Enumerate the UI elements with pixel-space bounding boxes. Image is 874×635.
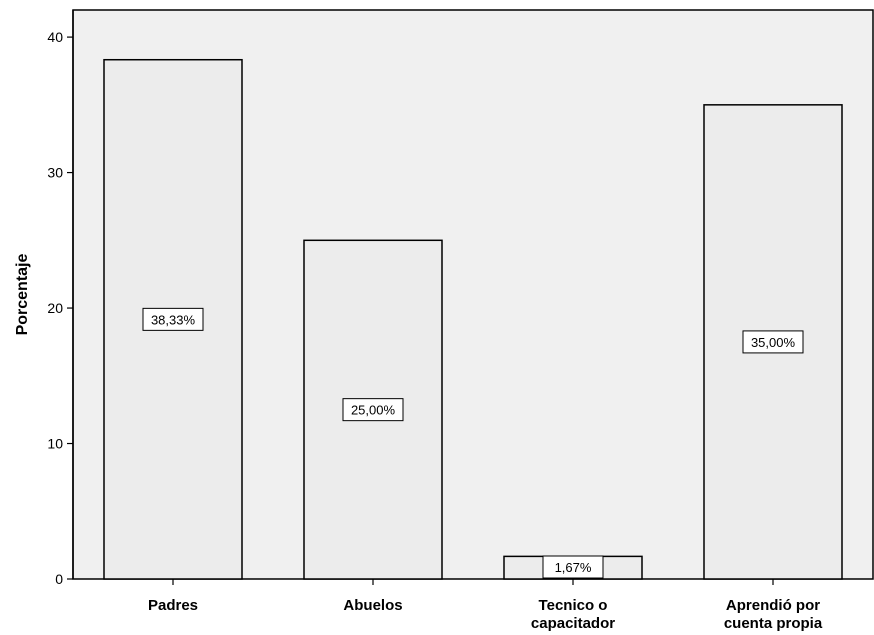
y-axis: 0 10 20 30 40 — [47, 10, 74, 587]
data-label: 35,00% — [751, 335, 796, 350]
data-label: 1,67% — [555, 560, 592, 575]
category-label: Tecnico o capacitador — [531, 597, 615, 632]
y-tick-label: 40 — [47, 29, 63, 45]
data-label: 38,33% — [151, 312, 196, 327]
bars-group: 38,33% 25,00% 1,67% 35,00% — [103, 58, 843, 580]
y-tick-label: 30 — [47, 165, 63, 181]
data-label-box — [742, 330, 804, 354]
category-label: Aprendió por cuenta propia — [724, 597, 823, 632]
category-label: Padres — [148, 597, 198, 614]
data-label: 25,00% — [351, 403, 396, 418]
data-label-box — [142, 307, 204, 331]
y-tick-label: 20 — [47, 300, 63, 316]
y-axis-label: Porcentaje — [14, 253, 31, 335]
y-tick-label: 10 — [47, 436, 63, 452]
data-label-box — [342, 398, 404, 422]
category-label: Abuelos — [343, 597, 402, 614]
y-tick-label: 0 — [55, 571, 63, 587]
x-axis-labels: Padres Abuelos Tecnico o capacitador Aprendi… — [148, 579, 823, 632]
data-label-box — [542, 555, 604, 579]
